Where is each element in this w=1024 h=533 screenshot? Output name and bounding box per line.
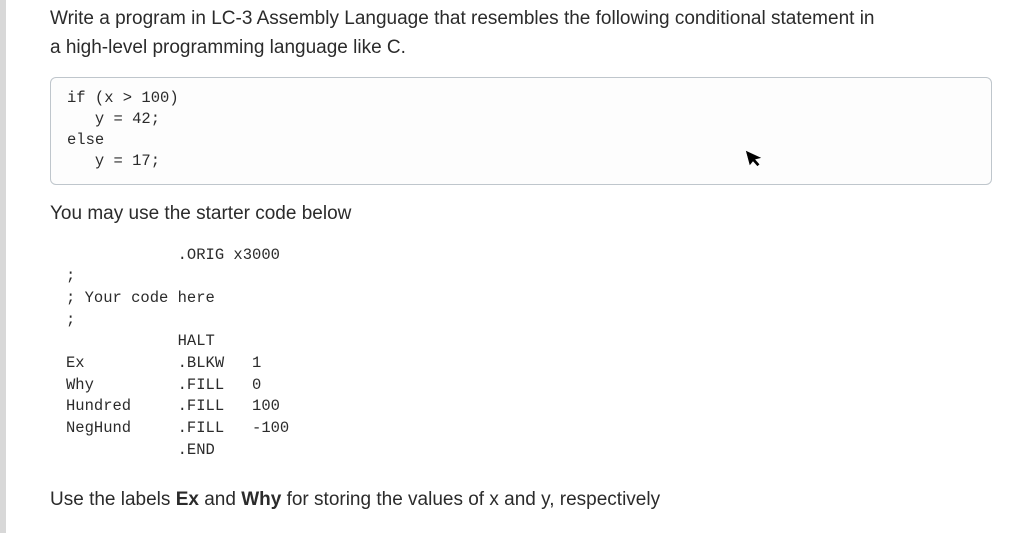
footer-instruction: Use the labels Ex and Why for storing th…	[50, 489, 992, 511]
footer-prefix: Use the labels	[50, 489, 176, 510]
starter-code-box: .ORIG x3000 ; ; Your code here ; HALT Ex…	[50, 237, 992, 470]
footer-ex-label: Ex	[176, 489, 199, 510]
question-line2: a high-level programming language like C…	[50, 37, 406, 58]
question-container: Write a program in LC-3 Assembly Languag…	[0, 0, 1024, 533]
conditional-code: if (x > 100) y = 42; else y = 17;	[67, 88, 975, 172]
question-prompt: Write a program in LC-3 Assembly Languag…	[50, 4, 992, 63]
footer-why-label: Why	[241, 489, 281, 510]
question-line1: Write a program in LC-3 Assembly Languag…	[50, 8, 874, 29]
conditional-code-box: if (x > 100) y = 42; else y = 17;	[50, 77, 992, 185]
starter-label: You may use the starter code below	[50, 203, 992, 225]
starter-code: .ORIG x3000 ; ; Your code here ; HALT Ex…	[66, 245, 976, 462]
footer-mid: and	[199, 489, 241, 510]
footer-suffix: for storing the values of x and y, respe…	[281, 489, 660, 510]
